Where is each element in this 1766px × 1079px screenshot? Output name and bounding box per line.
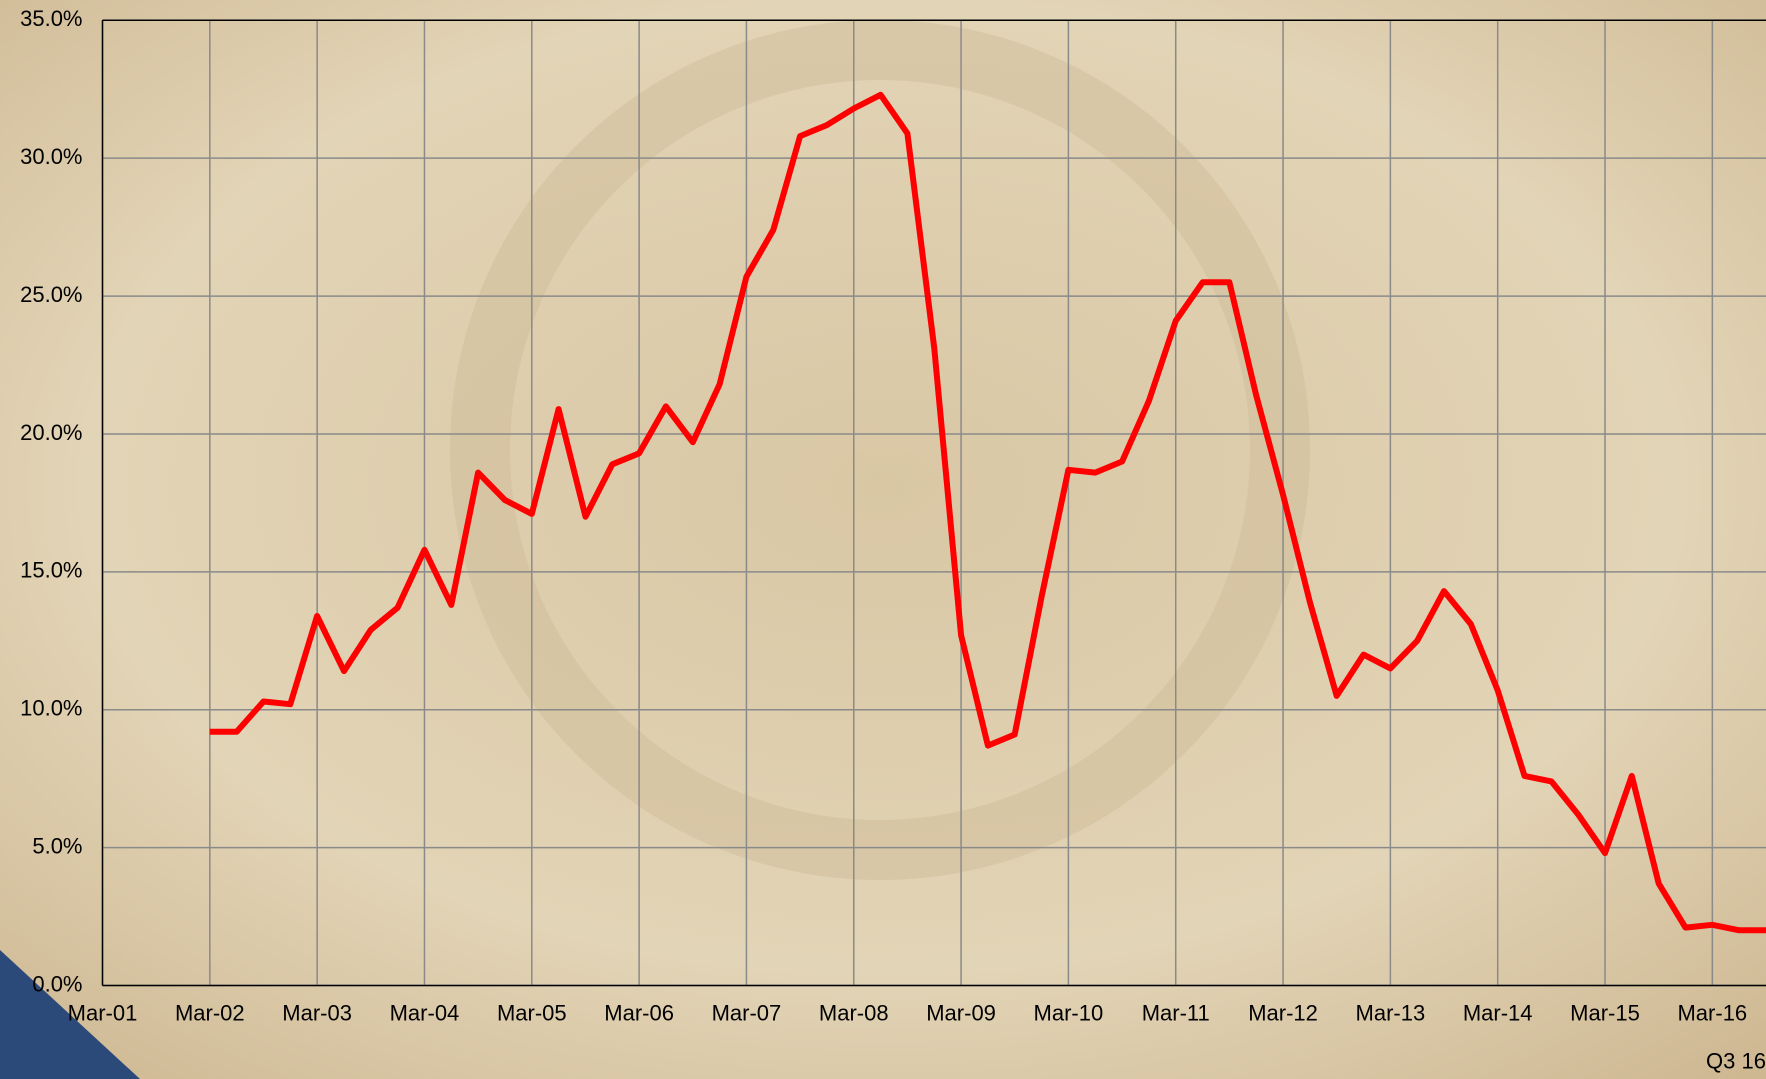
x-tick-label: Mar-08: [819, 1000, 889, 1025]
y-tick-label: 10.0%: [20, 696, 82, 721]
y-tick-label: 15.0%: [20, 558, 82, 583]
x-tick-label: Mar-14: [1463, 1000, 1533, 1025]
data-line: [209, 91, 1766, 934]
compass-decoration: [450, 20, 1310, 880]
y-tick-label: 30.0%: [20, 144, 82, 169]
x-tick-label: Mar-16: [1677, 1000, 1747, 1025]
x-tick-label: Mar-10: [1034, 1000, 1104, 1025]
x-tick-label: Mar-09: [926, 1000, 996, 1025]
y-tick-label: 20.0%: [20, 420, 82, 445]
y-tick-label: 35.0%: [20, 6, 82, 31]
y-tick-label: 0.0%: [32, 971, 82, 996]
x-tick-label: Mar-07: [712, 1000, 782, 1025]
x-tick-label: Mar-12: [1248, 1000, 1318, 1025]
y-tick-label: 25.0%: [20, 282, 82, 307]
x-tick-label: Mar-03: [282, 1000, 352, 1025]
x-tick-label: Q3 16: [1706, 1048, 1766, 1073]
x-tick-label: Mar-06: [604, 1000, 674, 1025]
y-tick-label: 5.0%: [32, 833, 82, 858]
x-tick-label: Mar-11: [1142, 1000, 1210, 1025]
x-tick-label: Mar-01: [68, 1000, 138, 1025]
x-tick-label: Mar-05: [497, 1000, 567, 1025]
x-tick-label: Mar-04: [390, 1000, 460, 1025]
corner-decoration: [0, 950, 140, 1079]
x-tick-label: Mar-13: [1356, 1000, 1426, 1025]
x-tick-label: Mar-15: [1570, 1000, 1640, 1025]
x-tick-label: Mar-02: [175, 1000, 245, 1025]
